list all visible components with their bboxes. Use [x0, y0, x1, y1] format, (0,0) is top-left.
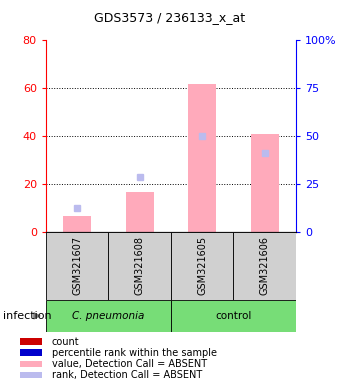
Text: GSM321608: GSM321608: [135, 237, 144, 295]
Text: control: control: [215, 311, 252, 321]
Bar: [108, 232, 171, 300]
Text: C. pneumonia: C. pneumonia: [72, 311, 144, 321]
Text: count: count: [52, 336, 80, 346]
Bar: [20, 372, 42, 378]
Text: GSM321606: GSM321606: [259, 237, 270, 295]
Bar: [20, 338, 42, 344]
Bar: [46, 232, 108, 300]
Text: value, Detection Call = ABSENT: value, Detection Call = ABSENT: [52, 359, 207, 369]
Text: rank, Detection Call = ABSENT: rank, Detection Call = ABSENT: [52, 370, 202, 380]
Bar: [20, 361, 42, 367]
Text: GSM321607: GSM321607: [72, 237, 82, 295]
Bar: [46, 300, 171, 332]
Bar: [20, 349, 42, 356]
Text: GSM321605: GSM321605: [197, 237, 207, 295]
Bar: [188, 84, 216, 232]
Text: percentile rank within the sample: percentile rank within the sample: [52, 348, 217, 358]
Bar: [251, 134, 278, 232]
Text: infection: infection: [3, 311, 52, 321]
Bar: [171, 232, 233, 300]
Bar: [125, 192, 154, 232]
Bar: [233, 232, 296, 300]
Bar: [63, 215, 91, 232]
Text: GDS3573 / 236133_x_at: GDS3573 / 236133_x_at: [95, 11, 245, 24]
Bar: [171, 300, 296, 332]
